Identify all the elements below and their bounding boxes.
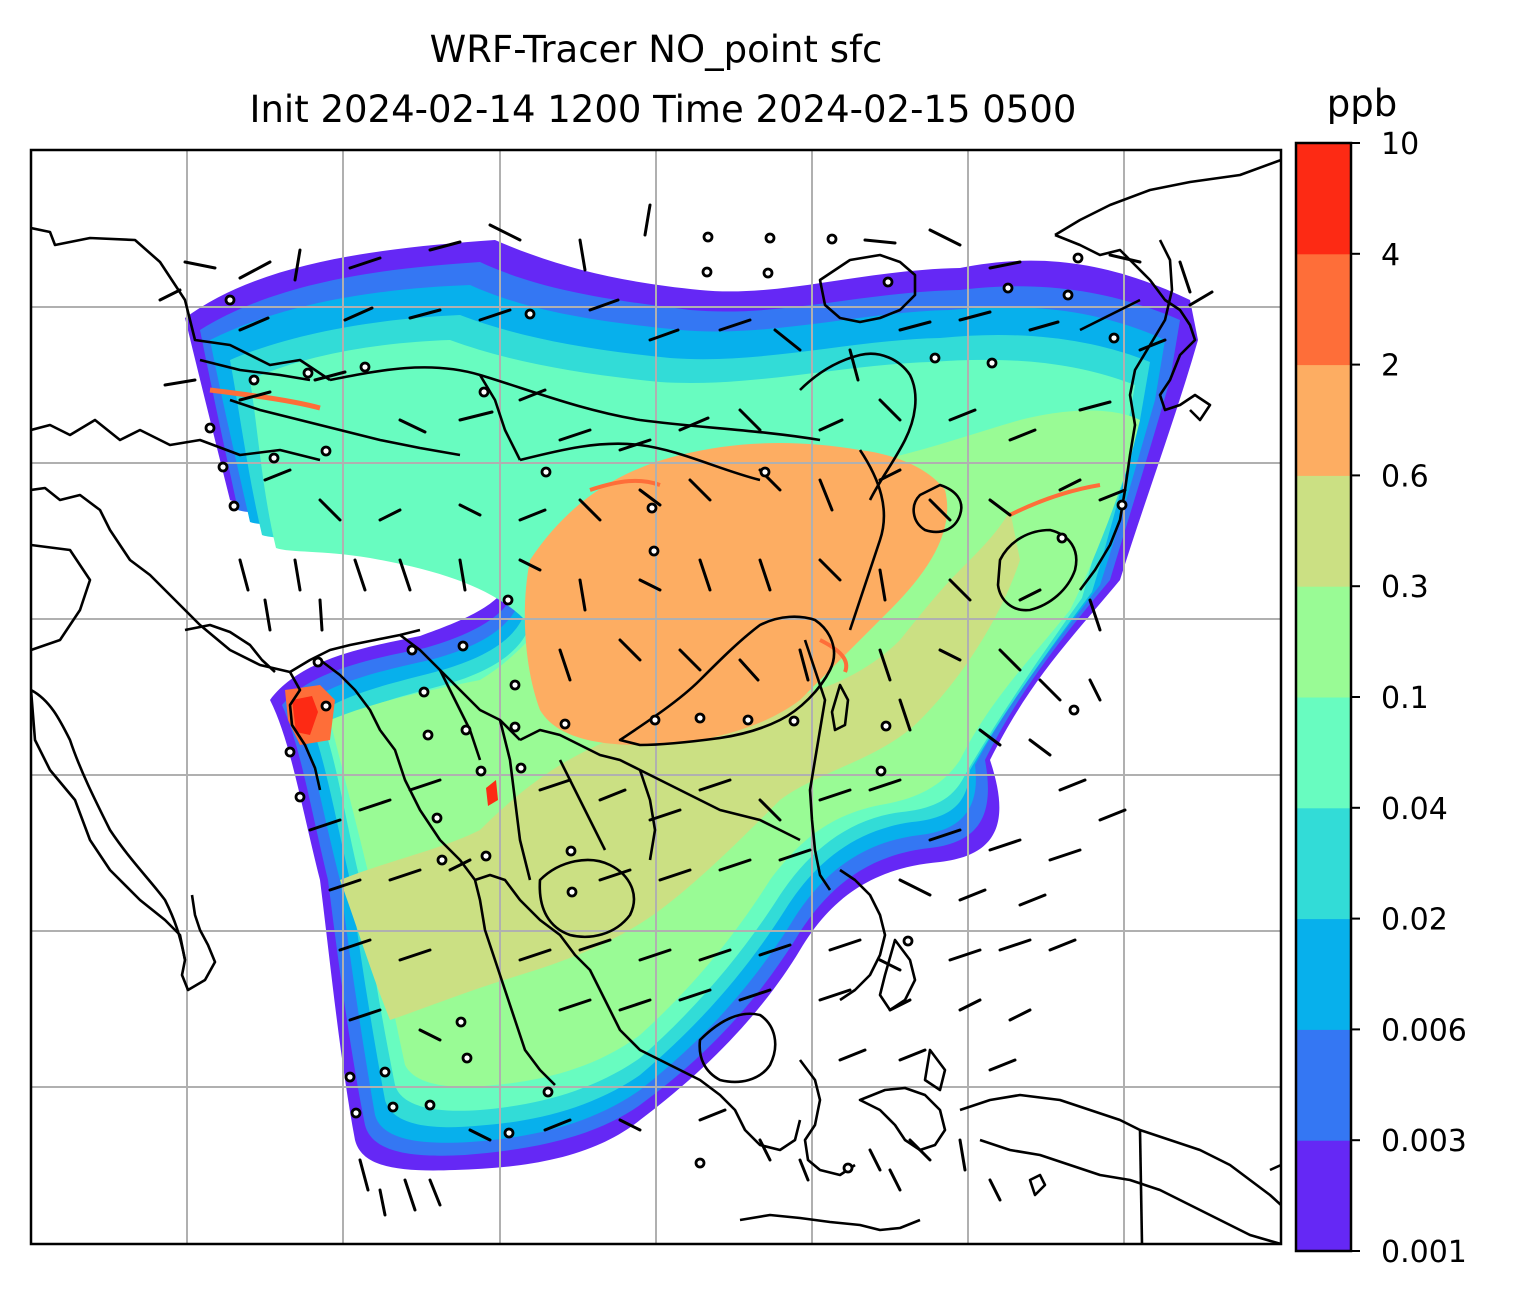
colorbar-tick-label: 4: [1381, 238, 1400, 273]
colorbar-tick-label: 0.1: [1381, 681, 1429, 716]
colorbar-tick-label: 2: [1381, 349, 1400, 384]
colorbar-tick-label: 0.006: [1381, 1013, 1467, 1048]
map-frame: [29, 148, 1283, 1246]
colorbar-segment: [1296, 1140, 1351, 1252]
colorbar-tick-label: 0.04: [1381, 792, 1448, 827]
map-title-line1: WRF-Tracer NO_point sfc: [430, 28, 883, 71]
colorbar-tick-label: 0.001: [1381, 1235, 1467, 1270]
colorbar-ticks: 0.001 0.003 0.006 0.02 0.04 0.1 0.3 0.6 2 4 10: [1351, 127, 1467, 1270]
wind-barbs: [158, 203, 1214, 1217]
colorbar-segment: [1296, 918, 1351, 1030]
colorbar-segment: [1296, 697, 1351, 809]
map-panel: [31, 150, 1281, 1244]
colorbar-tick-label: 0.02: [1381, 903, 1448, 938]
calm-markers: [204, 231, 1128, 1174]
colorbar-tick-label: 0.6: [1381, 459, 1429, 494]
colorbar-segment: [1296, 143, 1351, 255]
colorbar-units: ppb: [1327, 82, 1397, 125]
colorbar-segment: [1296, 1029, 1351, 1141]
colorbar-segment: [1296, 807, 1351, 920]
colorbar-tick-label: 0.3: [1381, 570, 1429, 605]
colorbar-segment: [1296, 475, 1351, 587]
map-title-line2: Init 2024-02-14 1200 Time 2024-02-15 050…: [250, 88, 1077, 131]
colorbar-tick-label: 10: [1381, 127, 1419, 162]
colorbar-segment: [1296, 586, 1351, 698]
colorbar-segment: [1296, 364, 1351, 476]
coastlines: [31, 158, 1281, 1244]
tracer-field: [185, 240, 1198, 1171]
country-borders: [199, 298, 1144, 1244]
colorbar-tick-label: 0.003: [1381, 1124, 1467, 1159]
colorbar: 0.001 0.003 0.006 0.02 0.04 0.1 0.3 0.6 2 4 10 ppb: [1294, 82, 1467, 1270]
colorbar-segment: [1296, 253, 1351, 366]
colorbar-segments: [1296, 143, 1351, 1252]
